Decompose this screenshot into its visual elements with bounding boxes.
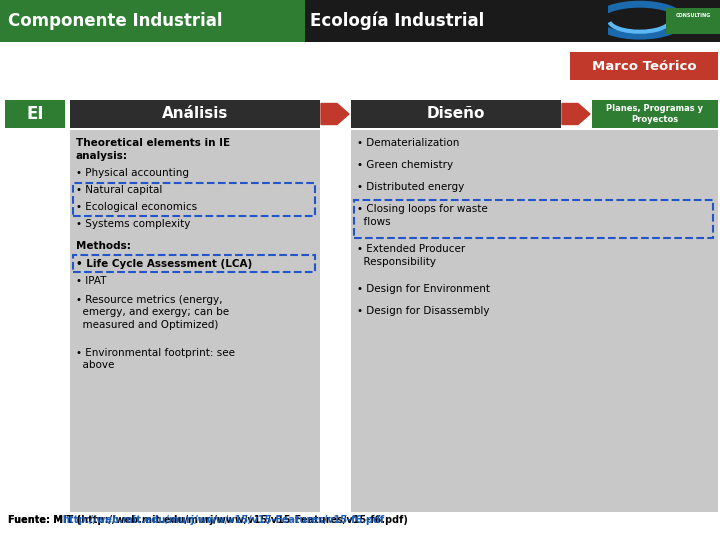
Text: • Design for Environment: • Design for Environment — [357, 284, 490, 294]
FancyBboxPatch shape — [70, 130, 320, 512]
Text: • Green chemistry: • Green chemistry — [357, 160, 453, 170]
Text: • Environmental footprint: see
  above: • Environmental footprint: see above — [76, 348, 235, 370]
Text: Componente Industrial: Componente Industrial — [8, 12, 222, 30]
Text: http://web.mit.edu/murj/www/v15/v15-Features/v15-f6.pdf: http://web.mit.edu/murj/www/v15/v15-Feat… — [63, 515, 385, 525]
FancyBboxPatch shape — [570, 52, 718, 80]
Text: • Resource metrics (energy,
  emergy, and exergy; can be
  measured and Optimize: • Resource metrics (energy, emergy, and … — [76, 295, 229, 330]
FancyBboxPatch shape — [351, 100, 561, 128]
Text: • Ecological economics: • Ecological economics — [76, 202, 197, 212]
Text: EI: EI — [26, 105, 44, 123]
Text: Ecología Industrial: Ecología Industrial — [310, 12, 485, 30]
Text: • Life Cycle Assessment (LCA): • Life Cycle Assessment (LCA) — [76, 259, 252, 269]
Text: • Distributed energy: • Distributed energy — [357, 182, 464, 192]
FancyBboxPatch shape — [70, 100, 320, 128]
Text: Fuente: MIT (: Fuente: MIT ( — [8, 515, 81, 525]
Text: Theoretical elements in IE
analysis:: Theoretical elements in IE analysis: — [76, 138, 230, 161]
Text: Marco Teórico: Marco Teórico — [592, 59, 696, 72]
FancyBboxPatch shape — [667, 8, 720, 35]
Text: • Design for Disassembly: • Design for Disassembly — [357, 306, 490, 316]
Text: • Closing loops for waste
  flows: • Closing loops for waste flows — [357, 204, 487, 227]
FancyBboxPatch shape — [5, 100, 65, 128]
FancyArrow shape — [562, 104, 590, 125]
Text: Methods:: Methods: — [76, 241, 131, 251]
FancyArrow shape — [321, 104, 349, 125]
Text: • Dematerialization: • Dematerialization — [357, 138, 459, 148]
FancyBboxPatch shape — [351, 130, 718, 512]
Text: CONSULTING: CONSULTING — [675, 14, 711, 18]
Text: • Natural capital: • Natural capital — [76, 185, 163, 195]
FancyBboxPatch shape — [592, 100, 718, 128]
Text: • IPAT: • IPAT — [76, 276, 107, 286]
Text: • Extended Producer
  Responsibility: • Extended Producer Responsibility — [357, 244, 465, 267]
FancyBboxPatch shape — [305, 0, 720, 42]
FancyBboxPatch shape — [0, 0, 305, 42]
Text: Análisis: Análisis — [162, 106, 228, 122]
Text: • Physical accounting: • Physical accounting — [76, 168, 189, 178]
Text: Planes, Programas y
Proyectos: Planes, Programas y Proyectos — [606, 104, 703, 124]
Text: • Systems complexity: • Systems complexity — [76, 219, 190, 229]
Text: Fuente: MIT (http://web.mit.edu/murj/www/v15/v15-Features/v15-f6.pdf): Fuente: MIT (http://web.mit.edu/murj/www… — [8, 515, 408, 525]
Text: Diseño: Diseño — [427, 106, 485, 122]
